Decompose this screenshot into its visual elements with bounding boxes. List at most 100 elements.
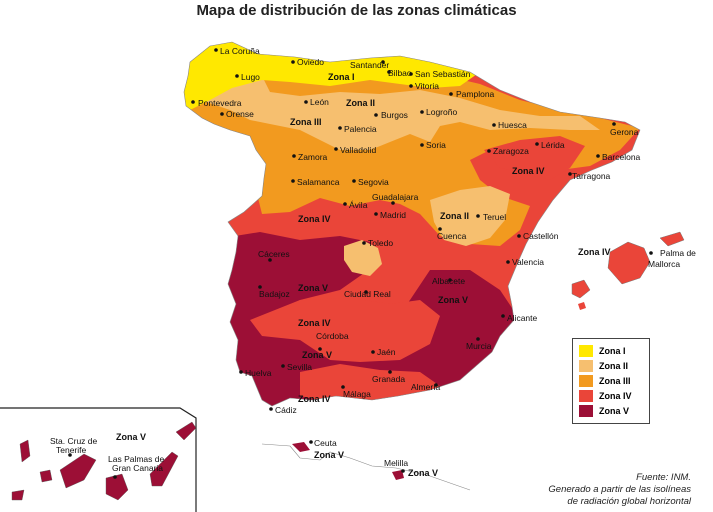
la-palma-island: [19, 439, 31, 463]
africa-coast: [261, 443, 471, 491]
city-dot: [387, 70, 391, 74]
city-label: Almería: [411, 382, 441, 392]
zone-label: Zona V: [438, 295, 468, 305]
zone-label: Zona V: [408, 468, 438, 478]
city-dot: [291, 60, 295, 64]
zone-v-area-southwest: [210, 232, 520, 406]
city-dot: [517, 234, 521, 238]
city-dot: [235, 74, 239, 78]
city-label: León: [310, 97, 329, 107]
city-label: Málaga: [343, 389, 371, 399]
zone-iv-area-south-coast: [300, 364, 440, 404]
city-label: Pontevedra: [198, 98, 242, 108]
city-dot: [343, 202, 347, 206]
city-label: Cáceres: [258, 249, 290, 259]
city-dot: [449, 92, 453, 96]
legend-swatch: [579, 359, 593, 372]
city-label: Orense: [226, 109, 254, 119]
legend-item: Zona V: [579, 403, 649, 418]
zone-labels: Zona I Zona II Zona III Zona IV Zona IV …: [116, 72, 611, 478]
zone-label: Zona IV: [298, 394, 331, 404]
zone-iv-area-ebro: [484, 136, 585, 180]
city-label: Bilbao: [388, 68, 412, 78]
city-dot: [388, 370, 392, 374]
city-dot: [506, 260, 510, 264]
peninsula-outline: [183, 41, 641, 407]
legend-swatch: [579, 374, 593, 387]
mallorca-island: [607, 241, 651, 285]
city-dot: [420, 110, 424, 114]
city-dot: [401, 469, 405, 473]
city-label: Castellón: [523, 231, 559, 241]
city-label: Albacete: [432, 276, 465, 286]
legend-item: Zona II: [579, 358, 649, 373]
zone-label: Zona III: [290, 117, 322, 127]
city-dot: [476, 337, 480, 341]
city-label: Lérida: [541, 140, 565, 150]
city-dot: [258, 285, 262, 289]
city-dot: [268, 258, 272, 262]
zone-i-area: [184, 42, 480, 110]
city-dot: [214, 48, 218, 52]
legend-item: Zona IV: [579, 388, 649, 403]
city-dot: [191, 100, 195, 104]
city-dot: [374, 113, 378, 117]
city-label: Murcia: [466, 341, 492, 351]
city-label: Burgos: [381, 110, 408, 120]
city-label: Barcelona: [602, 152, 641, 162]
city-dot: [318, 347, 322, 351]
city-dot: [487, 149, 491, 153]
tenerife-island: [59, 453, 97, 489]
city-label: Sevilla: [287, 362, 312, 372]
city-label: Logroño: [426, 107, 457, 117]
formentera-island: [578, 302, 586, 310]
city-dot: [434, 383, 438, 387]
city-dot: [649, 251, 653, 255]
legend-item: Zona III: [579, 373, 649, 388]
city-dot: [341, 385, 345, 389]
city-label: Oviedo: [297, 57, 324, 67]
city-dot: [371, 350, 375, 354]
la-gomera-island: [39, 469, 53, 483]
city-label: Pamplona: [456, 89, 495, 99]
ibiza-island: [571, 279, 591, 299]
city-label: Ávila: [349, 200, 368, 210]
zone-label: Zona II: [346, 98, 375, 108]
city-label: Badajoz: [259, 289, 290, 299]
city-label: Guadalajara: [372, 192, 419, 202]
legend-swatch: [579, 404, 593, 417]
city-dot: [420, 143, 424, 147]
city-label: San Sebastián: [415, 69, 471, 79]
city-label: La Coruña: [220, 46, 260, 56]
city-dot: [391, 201, 395, 205]
city-dot: [269, 407, 273, 411]
city-label: Granada: [372, 374, 405, 384]
city-label: Las Palmas de: [108, 454, 164, 464]
legend-swatch: [579, 389, 593, 402]
city-dot: [381, 60, 385, 64]
legend-label: Zona I: [599, 345, 626, 356]
zone-label: Zona V: [302, 350, 332, 360]
zone-label: Zona IV: [512, 166, 545, 176]
city-dot: [352, 179, 356, 183]
city-label: Tenerife: [56, 445, 87, 455]
city-dot: [338, 126, 342, 130]
city-dot: [362, 241, 366, 245]
city-label: Zaragoza: [493, 146, 529, 156]
zone-iv-area-guadalquivir: [250, 298, 440, 362]
city-label: Gerona: [610, 127, 639, 137]
el-hierro-island: [11, 489, 25, 501]
source-line: Generado a partir de las isolíneas: [548, 484, 691, 495]
city-dot: [292, 154, 296, 158]
zone-label: Zona IV: [578, 247, 611, 257]
city-dot: [334, 147, 338, 151]
fuerteventura-island: [149, 451, 179, 487]
city-dot: [492, 123, 496, 127]
legend-label: Zona III: [599, 375, 631, 386]
zone-label: Zona V: [116, 432, 146, 442]
city-dot: [438, 227, 442, 231]
city-dot: [409, 72, 413, 76]
zone-label: Zona I: [328, 72, 355, 82]
city-label: Lugo: [241, 72, 260, 82]
